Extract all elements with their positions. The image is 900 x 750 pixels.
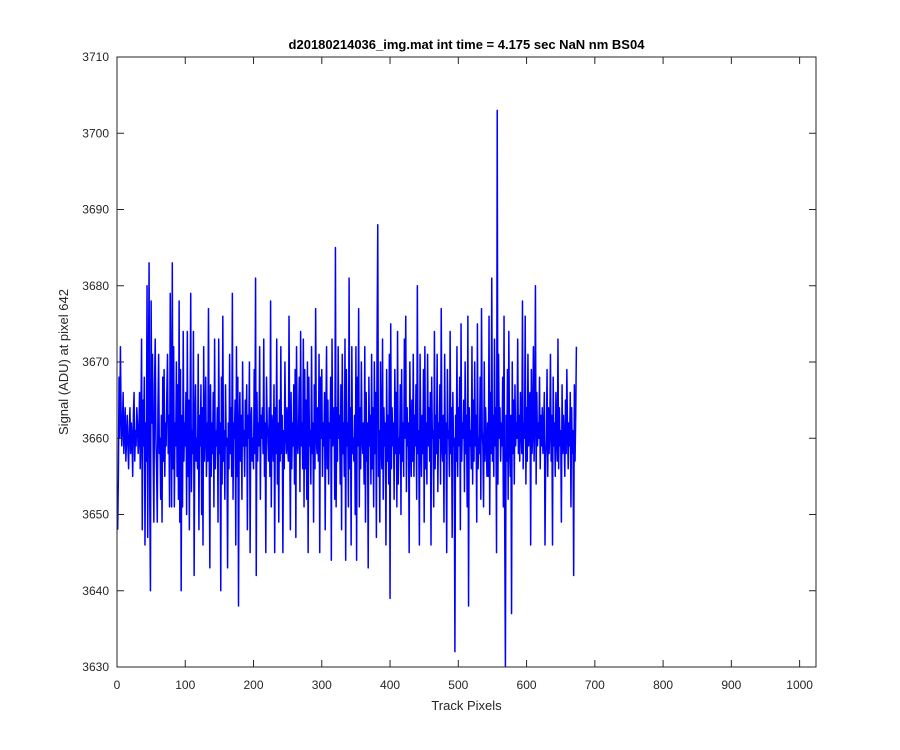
series-layer — [117, 109, 578, 667]
y-tick-label: 3660 — [82, 431, 109, 445]
x-tick-label: 800 — [653, 678, 673, 692]
x-tick-label: 200 — [244, 678, 264, 692]
x-tick-label: 1000 — [786, 678, 813, 692]
x-tick-label: 900 — [721, 678, 741, 692]
y-tick-label: 3640 — [82, 584, 109, 598]
y-tick-label: 3690 — [82, 203, 109, 217]
y-tick-label: 3650 — [82, 508, 109, 522]
series-line-0 — [117, 109, 578, 667]
y-tick-label: 3700 — [82, 126, 109, 140]
y-tick-label: 3710 — [82, 50, 109, 64]
y-axis-label: Signal (ADU) at pixel 642 — [56, 289, 71, 435]
y-tick-label: 3680 — [82, 279, 109, 293]
x-tick-label: 300 — [312, 678, 332, 692]
x-tick-label: 700 — [585, 678, 605, 692]
x-tick-label: 100 — [175, 678, 195, 692]
y-tick-label: 3630 — [82, 660, 109, 674]
plot-area — [117, 57, 816, 667]
y-tick-label: 3670 — [82, 355, 109, 369]
x-tick-label: 400 — [380, 678, 400, 692]
x-tick-label: 0 — [114, 678, 121, 692]
x-tick-label: 500 — [448, 678, 468, 692]
x-axis-label: Track Pixels — [431, 698, 502, 713]
x-axis-ticks: 0 100 200 300 400 500 600 700 800 900 1000 — [114, 57, 813, 692]
chart-title: d20180214036_img.mat int time = 4.175 se… — [289, 37, 646, 52]
y-axis-ticks: 3630 3640 3650 3660 3670 3680 3690 3700 3710 — [82, 50, 816, 674]
x-tick-label: 600 — [517, 678, 537, 692]
